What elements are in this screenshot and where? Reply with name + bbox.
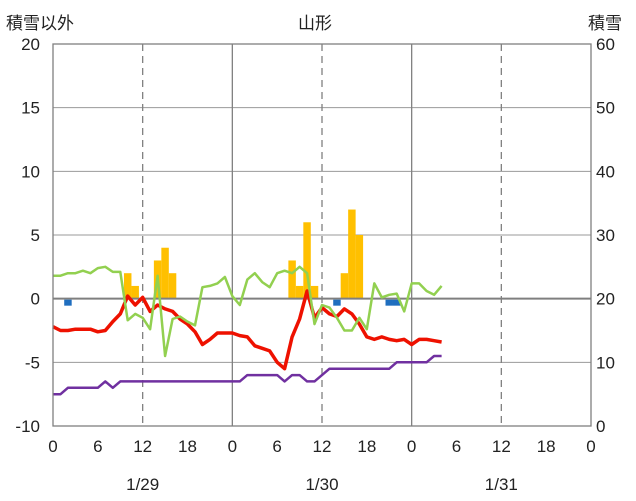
x-tick-label: 12 xyxy=(492,437,511,456)
x-tick-label: 12 xyxy=(313,437,332,456)
chart-title: 山形 xyxy=(298,14,332,34)
right-tick-label: 20 xyxy=(596,290,615,309)
precip-bar xyxy=(355,235,364,299)
precip-bar xyxy=(288,260,296,299)
series-line-3 xyxy=(53,354,442,396)
right-axis-title: 積雪 xyxy=(588,14,622,34)
left-axis-title: 積雪以外 xyxy=(6,14,74,34)
right-tick-label: 50 xyxy=(596,99,615,118)
series-line-2 xyxy=(53,265,443,358)
precip-bar xyxy=(303,222,311,299)
series-line-1 xyxy=(52,289,442,371)
precip-bar xyxy=(295,285,304,299)
snowfall-mark xyxy=(333,299,341,306)
date-label: 1/30 xyxy=(305,475,338,494)
date-label: 1/31 xyxy=(485,475,518,494)
left-tick-label: -5 xyxy=(25,353,40,372)
left-tick-label: 0 xyxy=(31,290,40,309)
plot-frame xyxy=(52,43,592,427)
x-tick-label: 6 xyxy=(272,437,281,456)
right-tick-label: 40 xyxy=(596,162,615,181)
left-tick-label: 20 xyxy=(21,35,40,54)
right-tick-label: 10 xyxy=(596,353,615,372)
x-tick-label: 6 xyxy=(93,437,102,456)
date-label: 1/29 xyxy=(126,475,159,494)
right-tick-label: 0 xyxy=(596,417,605,436)
snowfall-mark xyxy=(64,299,72,306)
right-tick-label: 60 xyxy=(596,35,615,54)
precip-bar xyxy=(168,273,177,299)
snowfall-mark xyxy=(385,299,393,306)
x-tick-label: 0 xyxy=(48,437,57,456)
x-tick-label: 6 xyxy=(452,437,461,456)
snowfall-mark xyxy=(392,299,401,306)
left-tick-label: 5 xyxy=(31,226,40,245)
precip-bar xyxy=(340,273,349,299)
left-tick-label: -10 xyxy=(15,417,40,436)
x-tick-label: 0 xyxy=(228,437,237,456)
x-tick-label: 0 xyxy=(407,437,416,456)
x-tick-label: 18 xyxy=(178,437,197,456)
left-tick-label: 10 xyxy=(21,162,40,181)
precip-bar xyxy=(123,273,132,299)
precip-bar xyxy=(348,209,356,299)
x-tick-label: 18 xyxy=(537,437,556,456)
left-tick-label: 15 xyxy=(21,99,40,118)
x-tick-label: 0 xyxy=(586,437,595,456)
x-tick-label: 18 xyxy=(357,437,376,456)
x-tick-label: 12 xyxy=(133,437,152,456)
precip-bar xyxy=(161,247,169,299)
precip-bar xyxy=(310,285,319,299)
precip-bar xyxy=(131,285,139,299)
right-tick-label: 30 xyxy=(596,226,615,245)
